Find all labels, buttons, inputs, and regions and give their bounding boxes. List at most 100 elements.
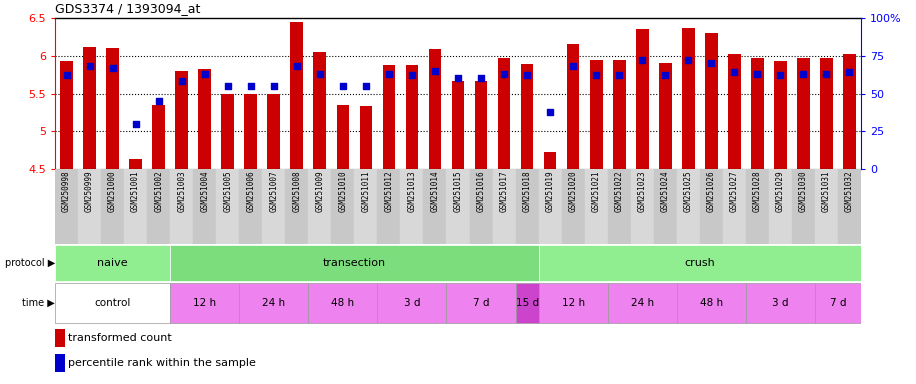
Point (635, 57, 649, 63)
Point (289, 63, 304, 70)
Text: GSM251031: GSM251031 (822, 170, 831, 212)
Point (105, 65, 120, 71)
Point (612, 72, 627, 78)
Bar (682, 28, 694, 169)
Bar (55, 245, 170, 281)
Bar (332, 169, 354, 244)
Text: naive: naive (97, 258, 128, 268)
Bar (222, 93, 234, 169)
Bar (728, 54, 741, 169)
Bar (470, 169, 493, 244)
Bar (636, 28, 649, 169)
Text: GSM250999: GSM250999 (85, 170, 94, 212)
Bar (262, 169, 285, 244)
Point (589, 72, 604, 78)
Bar (60, 61, 73, 169)
Text: transection: transection (322, 258, 386, 268)
Text: GSM251003: GSM251003 (177, 170, 186, 212)
Point (658, 72, 672, 78)
Text: 24 h: 24 h (631, 298, 654, 308)
Text: 15 d: 15 d (516, 298, 539, 308)
Bar (562, 169, 584, 244)
Point (750, 71, 765, 77)
Text: percentile rank within the sample: percentile rank within the sample (68, 358, 256, 368)
Bar (820, 58, 833, 169)
Point (358, 83, 373, 89)
Text: GSM251009: GSM251009 (315, 170, 324, 212)
Bar (838, 169, 861, 244)
Text: GSM251002: GSM251002 (154, 170, 163, 212)
Text: GSM251026: GSM251026 (707, 170, 715, 212)
Text: GSM251028: GSM251028 (753, 170, 762, 212)
Bar (170, 169, 193, 244)
Text: GSM251015: GSM251015 (453, 170, 463, 212)
Bar (521, 64, 533, 169)
Text: GSM251019: GSM251019 (546, 170, 554, 212)
Bar (590, 60, 603, 169)
Text: GSM251011: GSM251011 (362, 170, 370, 212)
Bar (843, 54, 856, 169)
Text: 3 d: 3 d (404, 298, 420, 308)
Text: GSM251001: GSM251001 (131, 170, 140, 212)
Bar (746, 169, 769, 244)
Text: GSM251021: GSM251021 (592, 170, 601, 212)
Bar (309, 283, 377, 323)
Bar (631, 169, 654, 244)
Text: 3 d: 3 d (772, 298, 789, 308)
Point (773, 72, 788, 78)
Bar (516, 169, 539, 244)
Point (543, 109, 558, 115)
Bar (474, 81, 487, 169)
Text: crush: crush (684, 258, 715, 268)
Point (244, 83, 258, 89)
Bar (78, 169, 101, 244)
Text: GSM251014: GSM251014 (431, 170, 440, 212)
Text: GSM251005: GSM251005 (224, 170, 233, 212)
Bar (170, 245, 539, 281)
Bar (746, 283, 815, 323)
Text: GSM251025: GSM251025 (683, 170, 692, 212)
Point (496, 71, 511, 77)
Bar (654, 169, 677, 244)
Bar (383, 65, 395, 169)
Bar (175, 71, 188, 169)
Text: GSM251032: GSM251032 (845, 170, 854, 212)
Bar (446, 169, 470, 244)
Point (842, 69, 856, 75)
Text: GSM251013: GSM251013 (408, 170, 417, 212)
Text: control: control (94, 298, 131, 308)
Text: transformed count: transformed count (68, 333, 171, 343)
Point (128, 121, 143, 127)
Bar (55, 354, 65, 371)
Bar (446, 283, 516, 323)
Bar (406, 65, 419, 169)
Bar (285, 169, 309, 244)
Text: GSM250998: GSM250998 (62, 170, 71, 212)
Text: time ▶: time ▶ (22, 298, 55, 308)
Bar (769, 169, 792, 244)
Bar (815, 283, 861, 323)
Bar (170, 283, 239, 323)
Bar (584, 169, 607, 244)
Bar (677, 283, 746, 323)
Bar (216, 169, 239, 244)
Bar (493, 169, 516, 244)
Point (335, 83, 350, 89)
Bar (309, 169, 332, 244)
Text: GSM251030: GSM251030 (799, 170, 808, 212)
Text: GSM251027: GSM251027 (730, 170, 739, 212)
Bar (452, 81, 464, 169)
Point (566, 63, 581, 70)
Text: GSM251017: GSM251017 (499, 170, 508, 212)
Point (474, 75, 488, 81)
Bar (193, 169, 216, 244)
Text: 12 h: 12 h (562, 298, 584, 308)
Bar (400, 169, 423, 244)
Point (727, 69, 742, 75)
Bar (245, 93, 257, 169)
Bar (607, 169, 631, 244)
Point (82, 63, 97, 70)
Bar (607, 283, 677, 323)
Bar (797, 58, 810, 169)
Bar (55, 169, 78, 244)
